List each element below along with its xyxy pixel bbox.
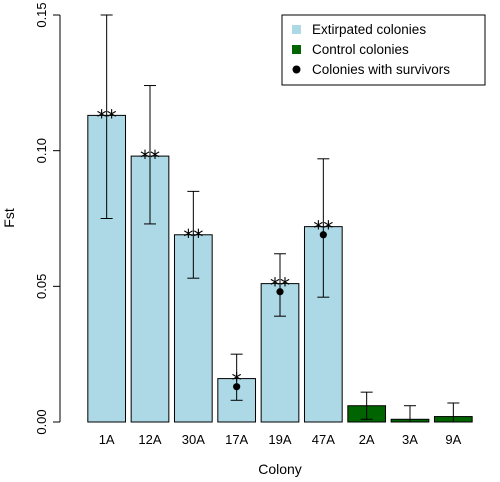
legend-label-extirpated: Extirpated colonies — [312, 22, 426, 37]
y-tick-label: 0.05 — [34, 274, 49, 299]
significance-marks: *********** — [97, 105, 334, 392]
x-tick-label-19A: 19A — [268, 432, 291, 447]
y-tick-label: 0.15 — [34, 2, 49, 27]
bar-19A — [260, 283, 300, 423]
significance-47A: ** — [313, 217, 333, 241]
y-tick-label: 0.10 — [34, 138, 49, 163]
y-axis: 0.00 0.05 0.10 0.15 — [34, 2, 61, 435]
legend-label-survivors: Colonies with survivors — [312, 62, 450, 77]
x-tick-labels: 1A 12A 30A 17A 19A 47A 2A 3A 9A — [99, 432, 462, 447]
x-tick-label-9A: 9A — [445, 432, 461, 447]
survivor-point-17A — [233, 383, 241, 391]
x-tick-label-17A: 17A — [225, 432, 248, 447]
significance-12A: ** — [140, 146, 160, 170]
survivor-point-47A — [319, 231, 327, 239]
legend-label-control: Control colonies — [312, 42, 409, 57]
legend-box — [281, 14, 486, 86]
legend: Extirpated colonies Control colonies Col… — [281, 14, 486, 86]
legend-swatch-survivors — [292, 65, 301, 74]
x-axis-title: Colony — [258, 461, 302, 477]
significance-30A: ** — [183, 225, 203, 249]
x-tick-label-30A: 30A — [182, 432, 205, 447]
x-tick-label-1A: 1A — [99, 432, 115, 447]
legend-swatch-extirpated — [292, 25, 301, 34]
significance-1A: ** — [97, 105, 117, 129]
significance-17A: * — [232, 369, 242, 393]
significance-19A: ** — [270, 274, 290, 298]
survivor-point-19A — [276, 288, 284, 296]
x-tick-label-47A: 47A — [312, 432, 335, 447]
x-tick-label-2A: 2A — [359, 432, 375, 447]
survivor-points — [233, 231, 327, 391]
x-tick-label-12A: 12A — [138, 432, 161, 447]
y-tick-label: 0.00 — [34, 409, 49, 434]
error-bars — [100, 14, 460, 423]
y-axis-title: Fst — [1, 208, 17, 228]
x-tick-label-3A: 3A — [402, 432, 418, 447]
legend-swatch-control — [292, 45, 301, 54]
